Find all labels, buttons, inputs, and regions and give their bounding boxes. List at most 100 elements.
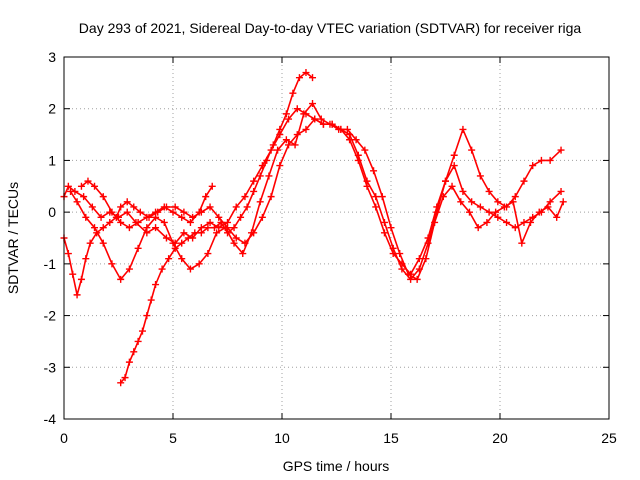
- data-point: [372, 193, 380, 201]
- data-point: [465, 208, 473, 216]
- data-point: [439, 193, 447, 201]
- data-point: [354, 156, 362, 164]
- data-point: [509, 198, 517, 206]
- data-point: [404, 270, 412, 278]
- data-point: [125, 224, 133, 232]
- data-point: [468, 146, 476, 154]
- data-point: [191, 229, 199, 237]
- data-point: [485, 208, 493, 216]
- data-point: [309, 74, 317, 82]
- data-point: [559, 198, 567, 206]
- x-tick-label: 10: [274, 430, 290, 446]
- y-axis-title: SDTVAR / TECUs: [5, 182, 21, 294]
- data-point: [494, 213, 502, 221]
- data-point: [67, 187, 75, 195]
- data-point: [186, 265, 194, 273]
- data-point: [285, 115, 293, 123]
- series-line: [69, 102, 564, 281]
- data-point: [73, 198, 81, 206]
- data-point: [527, 218, 535, 226]
- data-point: [492, 208, 500, 216]
- data-point: [121, 374, 129, 382]
- data-point: [184, 234, 192, 242]
- data-point: [152, 224, 160, 232]
- data-point: [276, 162, 284, 170]
- grid: [64, 57, 609, 419]
- data-point: [546, 198, 554, 206]
- data-point: [147, 296, 155, 304]
- data-point: [217, 218, 225, 226]
- data-point: [221, 224, 229, 232]
- data-point: [535, 208, 543, 216]
- data-point: [544, 203, 552, 211]
- data-point: [171, 203, 179, 211]
- data-point: [243, 203, 251, 211]
- data-point: [86, 239, 94, 247]
- data-point: [123, 198, 131, 206]
- data-point: [134, 244, 142, 252]
- data-point: [256, 172, 264, 180]
- data-point: [82, 255, 90, 263]
- data-point: [300, 110, 308, 118]
- data-point: [158, 265, 166, 273]
- y-tick-label: -3: [44, 359, 57, 375]
- data-point: [309, 100, 317, 108]
- data-point: [265, 172, 273, 180]
- data-point: [258, 213, 266, 221]
- data-point: [202, 193, 210, 201]
- data-point: [208, 182, 216, 190]
- data-point: [363, 182, 371, 190]
- data-point: [553, 213, 561, 221]
- data-point: [317, 115, 325, 123]
- data-point: [250, 187, 258, 195]
- data-point: [91, 224, 99, 232]
- data-point: [152, 281, 160, 289]
- data-point: [459, 187, 467, 195]
- data-point: [267, 193, 275, 201]
- data-point: [396, 250, 404, 258]
- data-point: [529, 162, 537, 170]
- data-point: [206, 218, 214, 226]
- series-track-4: [67, 100, 567, 283]
- y-tick-label: 2: [48, 101, 56, 117]
- data-point: [274, 146, 282, 154]
- data-point: [117, 275, 125, 283]
- data-point: [134, 337, 142, 345]
- data-point: [91, 182, 99, 190]
- series-line: [63, 107, 562, 281]
- data-point: [210, 224, 218, 232]
- data-point: [520, 218, 528, 226]
- data-point: [178, 255, 186, 263]
- data-point: [232, 203, 240, 211]
- data-point: [130, 348, 138, 356]
- data-point: [520, 177, 528, 185]
- data-point: [319, 120, 327, 128]
- data-point: [302, 125, 310, 133]
- data-point: [557, 187, 565, 195]
- data-point: [143, 312, 151, 320]
- data-point: [108, 260, 116, 268]
- data-point: [256, 198, 264, 206]
- data-point: [389, 250, 397, 258]
- series-track-1: [60, 105, 565, 283]
- series-line: [63, 118, 562, 296]
- data-point: [346, 136, 354, 144]
- data-point: [457, 198, 465, 206]
- data-point: [282, 110, 290, 118]
- data-point: [125, 265, 133, 273]
- data-point: [215, 213, 223, 221]
- x-tick-label: 0: [60, 430, 68, 446]
- plot-frame: [63, 56, 610, 420]
- data-point: [276, 125, 284, 133]
- data-point: [160, 218, 168, 226]
- data-point: [169, 208, 177, 216]
- data-point: [237, 213, 245, 221]
- data-point: [80, 193, 88, 201]
- data-point: [204, 250, 212, 258]
- data-point: [483, 218, 491, 226]
- data-point: [263, 156, 271, 164]
- data-point: [546, 156, 554, 164]
- data-point: [143, 213, 151, 221]
- data-point: [117, 218, 125, 226]
- data-point: [106, 218, 114, 226]
